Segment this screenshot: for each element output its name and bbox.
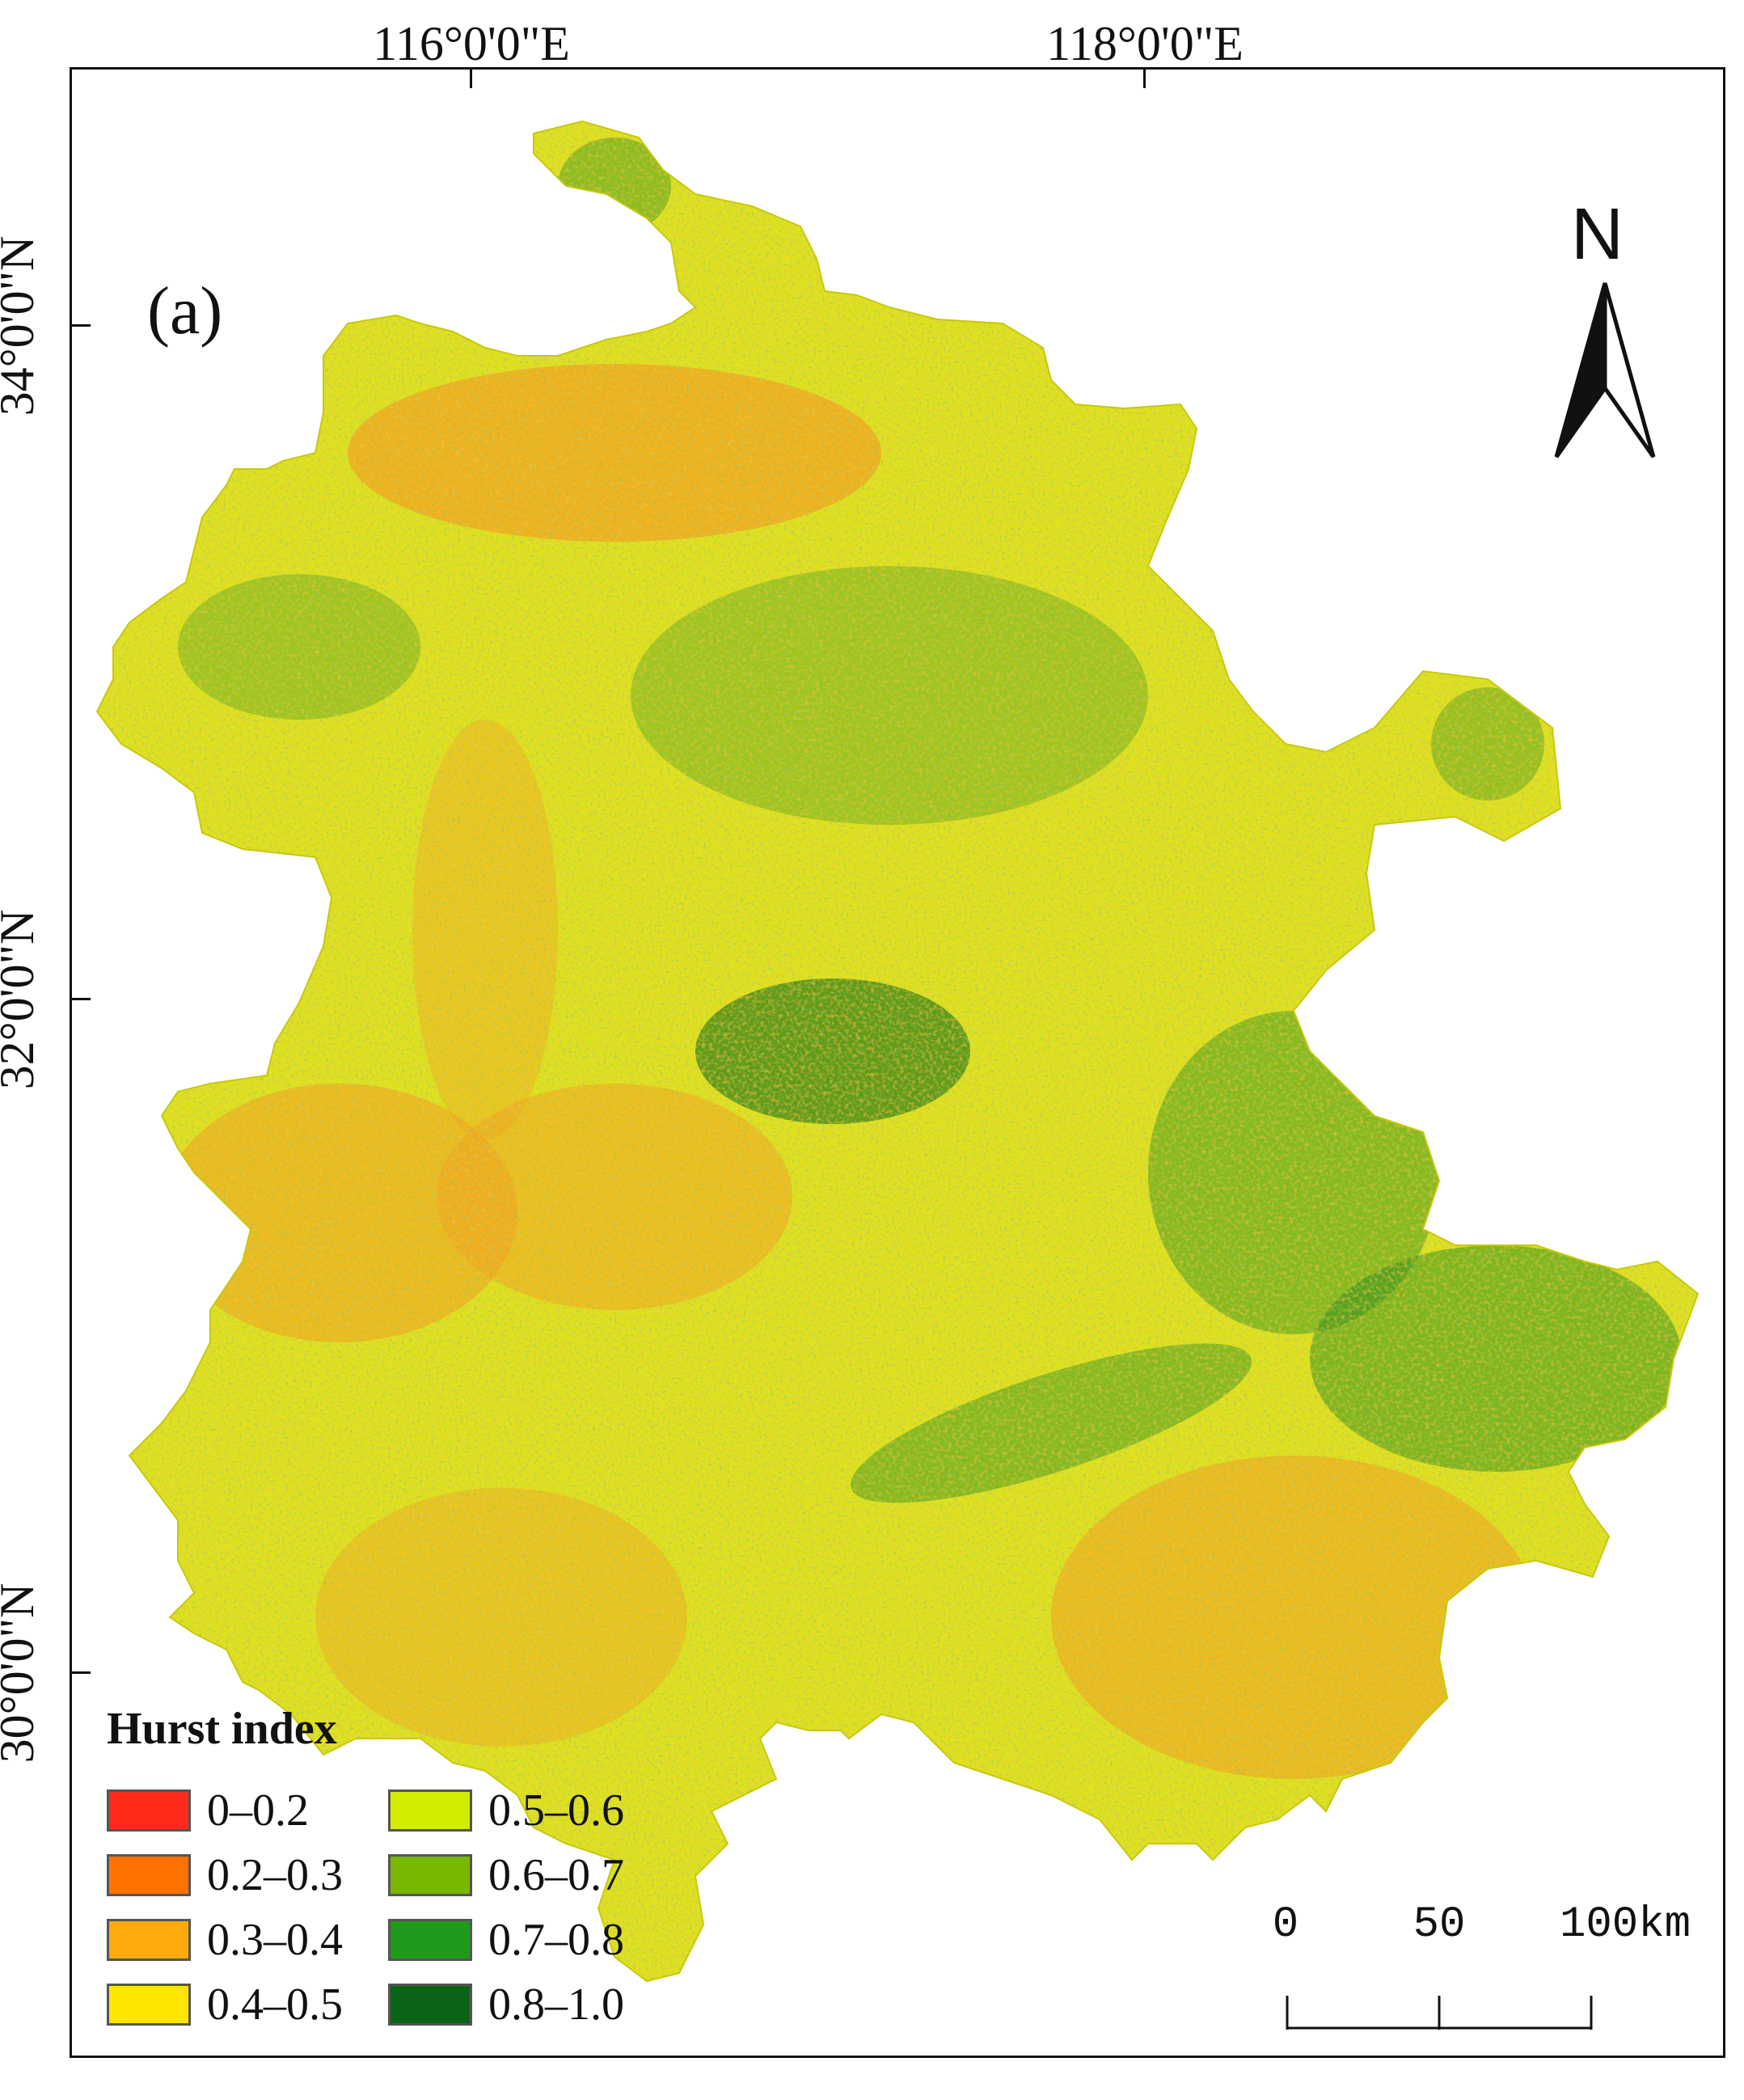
- lon-tick-118: [1143, 67, 1146, 88]
- warm-zone-westedge: [412, 720, 558, 1140]
- legend-label: 0.4–0.5: [207, 1980, 343, 2030]
- map-frame: [70, 67, 1725, 2058]
- longitude-label-118: 118°0'0"E: [1046, 17, 1244, 70]
- warm-zone-west: [162, 1084, 517, 1342]
- legend-item: 0–0.2: [107, 1784, 309, 1837]
- legend-item: 0.7–0.8: [388, 1913, 624, 1967]
- legend-swatch: [388, 1854, 472, 1896]
- legend-swatch: [107, 1789, 191, 1832]
- warm-zone-central: [437, 1084, 792, 1310]
- legend-title: Hurst index: [107, 1704, 337, 1754]
- legend-swatch: [107, 1919, 191, 1961]
- green-zone-center: [695, 978, 970, 1124]
- legend-swatch: [388, 1984, 472, 2026]
- warm-zone-south: [1051, 1456, 1536, 1779]
- scale-label-100: 100km: [1559, 1900, 1691, 1950]
- legend-label: 0.5–0.6: [488, 1785, 624, 1836]
- green-zone-east-lobe: [1431, 687, 1544, 801]
- scale-label-50: 50: [1413, 1900, 1466, 1950]
- lat-tick-34: [70, 324, 91, 327]
- green-zone-southeast: [1310, 1245, 1682, 1472]
- longitude-label-116: 116°0'0"E: [373, 17, 570, 70]
- legend-label: 0.8–1.0: [488, 1980, 624, 2030]
- scale-bar: 0 50 100km: [1261, 1900, 1714, 2046]
- green-zone-north: [558, 137, 671, 235]
- warm-zone-north: [348, 364, 881, 542]
- lon-tick-116: [470, 67, 472, 88]
- legend-label: 0.2–0.3: [207, 1850, 343, 1900]
- scale-label-0: 0: [1272, 1900, 1299, 1950]
- lat-tick-30: [70, 1671, 91, 1674]
- legend-swatch: [107, 1854, 191, 1896]
- legend-label: 0–0.2: [207, 1785, 309, 1836]
- legend-label: 0.7–0.8: [488, 1915, 624, 1965]
- legend-label: 0.3–0.4: [207, 1915, 343, 1965]
- legend-label: 0.6–0.7: [488, 1850, 624, 1900]
- legend-swatch: [388, 1789, 472, 1832]
- green-zone-midnorth: [631, 566, 1148, 825]
- legend-swatch: [388, 1919, 472, 1961]
- legend-item: 0.8–1.0: [388, 1978, 624, 2031]
- lat-tick-32: [70, 998, 91, 1000]
- north-arrow-icon: [1554, 282, 1656, 458]
- scale-line: [1286, 1996, 1593, 2030]
- legend-item: 0.4–0.5: [107, 1978, 343, 2031]
- panel-label: (a): [147, 273, 223, 349]
- legend-item: 0.6–0.7: [388, 1849, 624, 1902]
- legend-item: 0.3–0.4: [107, 1913, 343, 1967]
- legend: Hurst index 0–0.2 0.2–0.3 0.3–0.4 0.4–0.5 0.…: [107, 1703, 689, 2043]
- legend-swatch: [107, 1984, 191, 2026]
- warm-zone-southwest: [315, 1488, 687, 1747]
- legend-item: 0.5–0.6: [388, 1784, 624, 1837]
- north-label: N: [1571, 194, 1624, 275]
- legend-item: 0.2–0.3: [107, 1849, 343, 1902]
- green-zone-river: [851, 1343, 1252, 1503]
- green-zone-west: [178, 574, 420, 720]
